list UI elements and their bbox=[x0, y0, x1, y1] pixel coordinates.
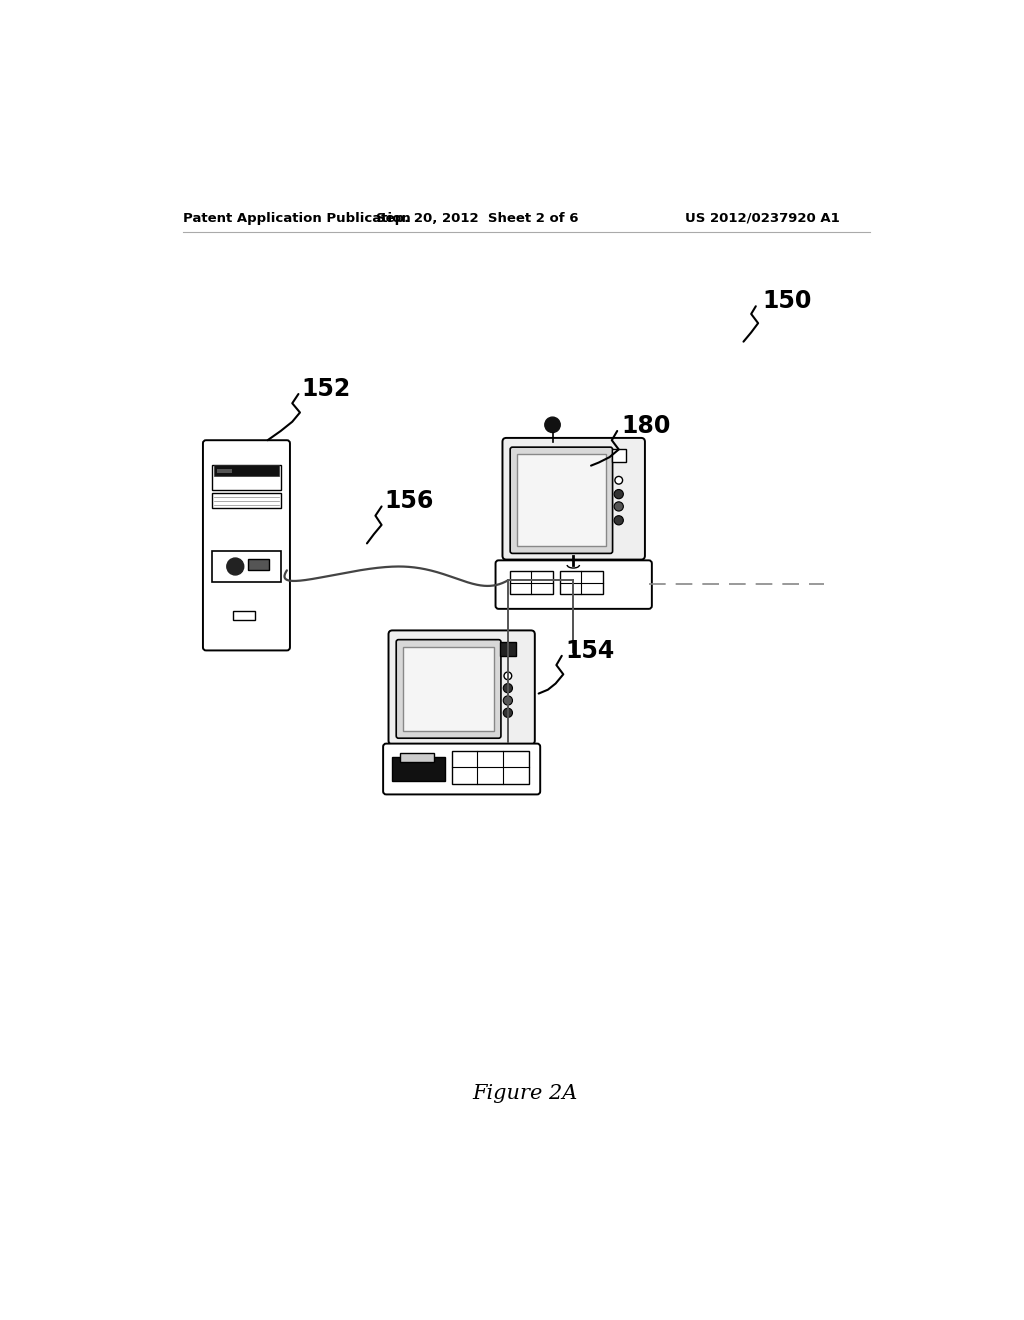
Bar bbox=[500, 642, 515, 656]
Circle shape bbox=[545, 417, 560, 433]
Text: 152: 152 bbox=[301, 378, 351, 401]
Bar bbox=[248, 558, 269, 570]
Text: 154: 154 bbox=[565, 639, 614, 663]
Bar bbox=[560, 572, 602, 594]
FancyBboxPatch shape bbox=[203, 441, 290, 651]
Bar bbox=[611, 450, 626, 462]
Bar bbox=[403, 647, 494, 731]
Text: Sep. 20, 2012  Sheet 2 of 6: Sep. 20, 2012 Sheet 2 of 6 bbox=[376, 213, 579, 224]
Bar bbox=[212, 552, 281, 582]
Bar bbox=[233, 611, 255, 620]
Text: Patent Application Publication: Patent Application Publication bbox=[183, 213, 411, 224]
Bar bbox=[217, 469, 232, 474]
Text: Figure 2A: Figure 2A bbox=[472, 1085, 578, 1104]
Bar bbox=[214, 465, 280, 475]
FancyBboxPatch shape bbox=[383, 743, 541, 795]
FancyBboxPatch shape bbox=[503, 438, 645, 560]
Text: 180: 180 bbox=[621, 414, 671, 438]
Bar bbox=[452, 751, 529, 784]
Circle shape bbox=[504, 672, 512, 680]
Bar bbox=[212, 465, 281, 490]
Text: 150: 150 bbox=[762, 289, 811, 313]
Text: US 2012/0237920 A1: US 2012/0237920 A1 bbox=[685, 213, 840, 224]
FancyBboxPatch shape bbox=[388, 631, 535, 744]
Circle shape bbox=[614, 516, 624, 525]
FancyBboxPatch shape bbox=[396, 640, 501, 738]
Circle shape bbox=[226, 558, 244, 576]
Bar bbox=[400, 752, 434, 762]
Text: 156: 156 bbox=[385, 488, 434, 513]
Bar bbox=[517, 454, 605, 546]
Bar bbox=[392, 758, 444, 780]
FancyBboxPatch shape bbox=[496, 561, 652, 609]
Bar bbox=[510, 572, 553, 594]
FancyBboxPatch shape bbox=[510, 447, 612, 553]
Circle shape bbox=[503, 696, 512, 705]
Circle shape bbox=[614, 477, 623, 484]
Circle shape bbox=[503, 708, 512, 718]
Bar bbox=[212, 492, 281, 508]
Circle shape bbox=[503, 684, 512, 693]
Circle shape bbox=[614, 490, 624, 499]
Circle shape bbox=[614, 502, 624, 511]
